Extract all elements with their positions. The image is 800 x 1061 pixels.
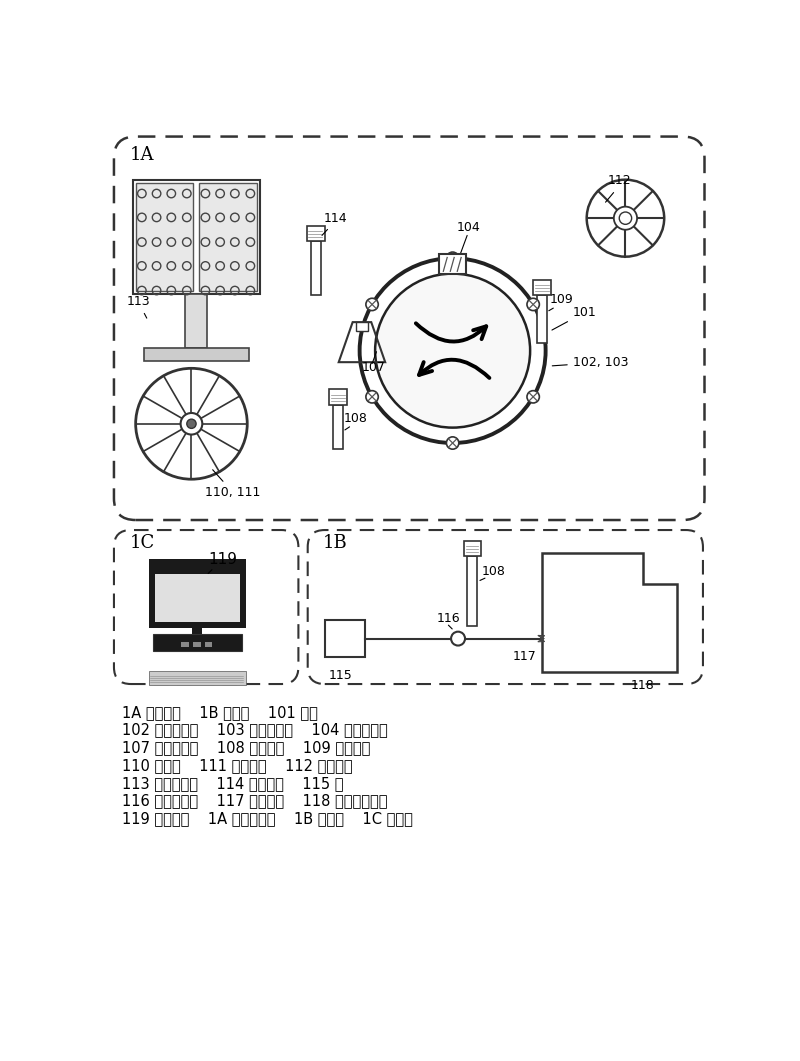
Text: 109: 109 <box>550 293 574 306</box>
Bar <box>334 404 343 449</box>
Circle shape <box>366 298 378 311</box>
Text: 1C: 1C <box>130 534 154 552</box>
Bar <box>153 634 242 650</box>
Bar <box>310 241 321 295</box>
Circle shape <box>136 368 247 480</box>
Text: 118: 118 <box>631 679 654 693</box>
Text: 101: 101 <box>552 306 597 330</box>
Bar <box>136 182 193 291</box>
Bar <box>537 295 547 343</box>
Text: 108: 108 <box>482 566 505 578</box>
Text: 115: 115 <box>329 668 352 681</box>
Text: 116: 116 <box>436 611 460 625</box>
Text: 116 样品导入部    117 离子化部    118 质谱分析装置: 116 样品导入部 117 离子化部 118 质谱分析装置 <box>122 794 387 808</box>
FancyArrowPatch shape <box>419 360 490 378</box>
Text: 112: 112 <box>608 174 631 187</box>
Text: 107 液面传感器    108 旋转式臂    109 旋转式臂: 107 液面传感器 108 旋转式臂 109 旋转式臂 <box>122 741 370 755</box>
Bar <box>155 574 239 622</box>
Bar <box>182 643 189 647</box>
FancyArrowPatch shape <box>416 324 486 342</box>
Text: 108: 108 <box>344 413 368 425</box>
Bar <box>307 226 325 241</box>
Bar <box>356 323 368 331</box>
Text: 104: 104 <box>457 222 480 234</box>
Bar <box>193 643 201 647</box>
Text: 107: 107 <box>362 361 386 373</box>
Circle shape <box>614 207 637 230</box>
Text: 1B: 1B <box>323 534 348 552</box>
Bar <box>467 556 478 626</box>
Bar <box>205 643 212 647</box>
Bar <box>464 541 481 556</box>
Circle shape <box>527 390 539 403</box>
Bar <box>186 294 207 348</box>
Ellipse shape <box>375 274 530 428</box>
Text: 102 固相萨取筒    103 筒保持容器    104 压力负载部: 102 固相萨取筒 103 筒保持容器 104 压力负载部 <box>122 723 387 737</box>
Text: 110 试剂槽    111 试剂容器    112 筒保存部: 110 试剂槽 111 试剂容器 112 筒保存部 <box>122 758 352 773</box>
Bar <box>192 628 202 642</box>
Bar <box>534 280 551 295</box>
Text: 113: 113 <box>126 295 150 318</box>
Bar <box>330 389 347 404</box>
Text: 1A: 1A <box>130 145 154 163</box>
Bar <box>199 182 257 291</box>
Circle shape <box>446 253 459 264</box>
Text: 114: 114 <box>323 212 347 225</box>
Bar <box>149 671 246 684</box>
Bar <box>144 348 249 362</box>
Circle shape <box>527 298 539 311</box>
Text: 1A 前处理部    1B 控制部    101 转台: 1A 前处理部 1B 控制部 101 转台 <box>122 705 318 719</box>
Circle shape <box>181 413 202 435</box>
Text: 119: 119 <box>209 552 238 567</box>
Bar <box>133 179 261 294</box>
Circle shape <box>446 437 459 449</box>
Text: 119 控制装置    1A 固相萨取部    1B 检测部    1C 控制部: 119 控制装置 1A 固相萨取部 1B 检测部 1C 控制部 <box>122 811 413 827</box>
Circle shape <box>451 631 465 645</box>
Bar <box>439 255 466 275</box>
Text: 102, 103: 102, 103 <box>552 356 628 369</box>
Circle shape <box>366 390 378 403</box>
Text: 113 样品搞送部    114 旋转式臂    115 泵: 113 样品搞送部 114 旋转式臂 115 泵 <box>122 776 343 790</box>
Circle shape <box>586 179 664 257</box>
Text: 110, 111: 110, 111 <box>206 470 261 499</box>
Text: 117: 117 <box>512 650 536 663</box>
Bar <box>149 558 246 628</box>
Bar <box>325 620 365 657</box>
Circle shape <box>619 212 632 224</box>
Polygon shape <box>542 553 678 673</box>
Circle shape <box>186 419 196 429</box>
